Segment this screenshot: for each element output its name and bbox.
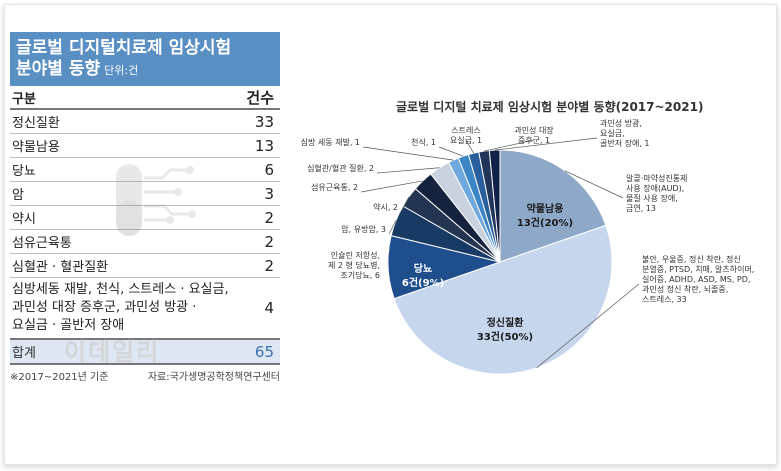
slice-outer-label: 알콜·마약성진통제	[626, 173, 687, 183]
table-title-line1: 글로벌 디지털치료제 임상시험	[16, 38, 232, 58]
table-total-row: 합계 65	[10, 338, 280, 365]
table-panel: 글로벌 디지털치료제 임상시험 분야별 동향 단위:건 구분 건수 정신질환 33 …	[10, 32, 280, 383]
slice-outer-label: 요실금,	[600, 128, 625, 138]
slice-inner-label: 당뇨	[414, 262, 432, 275]
row-value: 4	[242, 277, 280, 340]
total-label: 합계	[10, 338, 242, 365]
row-label: 약시	[10, 205, 242, 230]
leader-line	[360, 180, 423, 193]
slice-inner-label: 약물남용	[527, 202, 564, 215]
row-label: 심혈관 · 혈관질환	[10, 253, 242, 278]
slice-outer-label: 물질 사용 장애,	[626, 193, 678, 203]
slice-outer-label: 사용 장애(AUD),	[626, 183, 684, 193]
slice-outer-label: 조기당뇨, 6	[340, 270, 380, 280]
row-value: 13	[242, 133, 280, 158]
header-category: 구분	[10, 86, 242, 110]
slice-outer-label: 스트레스, 33	[642, 295, 687, 304]
table-row: 약물남용 13	[10, 133, 280, 158]
slice-outer-label: 심혈관/혈관 질환, 2	[307, 163, 374, 173]
table-row: 당뇨 6	[10, 157, 280, 182]
row-value: 33	[242, 109, 280, 134]
slice-inner-label: 6건(9%)	[402, 276, 444, 289]
leader-line	[494, 137, 598, 151]
slice-outer-label: 과민성 대장	[514, 125, 554, 135]
slice-outer-label: 증후군, 1	[518, 136, 550, 145]
row-value: 2	[242, 253, 280, 278]
table-row-other: 심방세동 재발, 천식, 스트레스 · 요실금, 과민성 대장 증후군, 과민성…	[10, 277, 280, 340]
slice-inner-label: 13건(20%)	[517, 216, 573, 229]
row-label: 당뇨	[10, 157, 242, 182]
row-label: 정신질환	[10, 109, 242, 134]
slice-outer-label: 불안, 우울증, 정신 착란, 정신	[642, 254, 741, 264]
total-value: 65	[242, 338, 280, 365]
header-count: 건수	[242, 86, 280, 110]
leader-line	[536, 283, 640, 369]
row-value: 2	[242, 229, 280, 254]
leader-line	[438, 146, 464, 157]
row-label: 암	[10, 181, 242, 206]
slice-outer-label: 제 2 형 당뇨병,	[328, 260, 380, 270]
slice-outer-label: 요실금, 1	[450, 135, 482, 145]
slice-outer-label: 심방 세동 재발, 1	[301, 137, 360, 147]
leader-line	[564, 170, 624, 199]
leader-line	[465, 139, 474, 154]
table-title-line2: 분야별 동향	[16, 59, 101, 79]
row-label-line: 요실금 · 골반저 장애	[12, 318, 125, 333]
slice-outer-label: 과민성 방광,	[600, 118, 642, 128]
leader-line	[483, 139, 535, 152]
footnote-source: 자료:국가생명공학정책연구센터	[147, 372, 280, 383]
row-value: 2	[242, 205, 280, 230]
footnote-period: ※2017~2021년 기준	[10, 372, 109, 383]
slice-outer-label: 약시, 2	[373, 202, 398, 212]
slice-outer-label: 분열증, PTSD, 치매, 알츠하이머,	[642, 264, 754, 274]
slice-outer-label: 실어증, ADHD, ASD, MS, PD,	[642, 274, 750, 284]
slice-outer-label: 금연, 13	[626, 204, 656, 213]
slice-outer-label: 과민성 정신 착란, 뇌졸중,	[642, 284, 728, 294]
watermark-logo: 이데일리	[64, 338, 161, 366]
table-row: 심혈관 · 혈관질환 2	[10, 253, 280, 278]
row-label: 약물남용	[10, 133, 242, 158]
leader-line	[362, 146, 454, 161]
table-footnote: ※2017~2021년 기준 자료:국가생명공학정책연구센터	[10, 368, 280, 383]
leader-line	[388, 220, 397, 235]
table-row: 약시 2	[10, 205, 280, 230]
slice-outer-label: 인슐린 저항성,	[331, 250, 380, 260]
slice-inner-label: 33건(50%)	[477, 330, 533, 343]
leader-line	[400, 196, 410, 213]
table-title-box: 글로벌 디지털치료제 임상시험 분야별 동향 단위:건	[10, 32, 280, 86]
row-label-line: 심방세동 재발, 천식, 스트레스 · 요실금,	[12, 282, 229, 297]
row-label-other: 심방세동 재발, 천식, 스트레스 · 요실금, 과민성 대장 증후군, 과민성…	[10, 277, 242, 340]
row-value: 3	[242, 181, 280, 206]
capsule-watermark-icon	[116, 164, 196, 236]
chart-title: 글로벌 디지털 치료제 임상시험 분야별 동향(2017~2021)	[396, 100, 704, 114]
row-label: 섬유근육통	[10, 229, 242, 254]
slice-outer-label: 스트레스	[451, 126, 480, 135]
slice-outer-label: 암, 유방암, 3	[341, 224, 386, 234]
table-header: 구분 건수	[10, 86, 280, 110]
table-row: 섬유근육통 2	[10, 229, 280, 254]
leader-line	[376, 167, 440, 174]
row-value: 6	[242, 157, 280, 182]
slice-inner-label: 정신질환	[487, 316, 525, 329]
table-row: 정신질환 33	[10, 109, 280, 134]
table-unit: 단위:건	[104, 64, 139, 77]
slice-outer-label: 섬유근육통, 2	[311, 182, 358, 192]
row-label-line: 과민성 대장 증후군, 과민성 방광 ·	[12, 300, 197, 315]
slice-outer-label: 골반저 장애, 1	[600, 138, 650, 148]
slice-outer-label: 천식, 1	[411, 137, 436, 147]
